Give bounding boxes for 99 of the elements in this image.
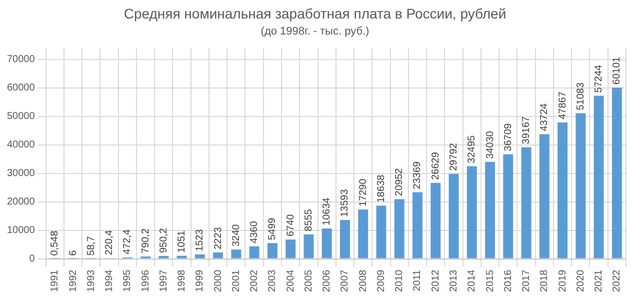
bar bbox=[231, 250, 242, 258]
data-label: 790,2 bbox=[140, 228, 152, 254]
data-label: 220,4 bbox=[104, 230, 116, 256]
y-tick-label: 0 bbox=[29, 254, 36, 265]
data-label: 51083 bbox=[575, 82, 586, 110]
chart-subtitle: (до 1998г. - тыс. руб.) bbox=[260, 25, 370, 38]
bar bbox=[213, 252, 224, 258]
data-label: 32495 bbox=[466, 134, 478, 164]
bar bbox=[612, 88, 622, 258]
x-tick-label: 2012 bbox=[430, 269, 442, 292]
x-tick-label: 2007 bbox=[340, 269, 351, 292]
x-tick-label: 2016 bbox=[502, 269, 514, 292]
bar bbox=[194, 254, 205, 258]
y-tick-label: 20000 bbox=[6, 196, 36, 208]
bar bbox=[521, 147, 532, 258]
data-label: 8555 bbox=[303, 208, 314, 232]
data-label: 6740 bbox=[285, 214, 296, 237]
data-label: 1523 bbox=[194, 228, 206, 252]
x-tick-label: 2018 bbox=[539, 269, 550, 292]
bar bbox=[430, 182, 441, 258]
bar bbox=[503, 154, 514, 258]
x-tick-label: 2009 bbox=[376, 269, 387, 292]
bar bbox=[358, 210, 368, 258]
bar bbox=[466, 166, 477, 258]
x-tick-label: 2004 bbox=[285, 269, 296, 292]
x-tick-label: 2013 bbox=[448, 269, 460, 292]
bar bbox=[340, 220, 350, 258]
bar bbox=[558, 122, 568, 258]
data-label: 57244 bbox=[594, 64, 605, 93]
data-label: 36709 bbox=[502, 122, 514, 152]
bar bbox=[322, 228, 332, 258]
bar bbox=[394, 199, 404, 258]
y-tick-label: 60000 bbox=[6, 82, 36, 94]
y-tick-label: 40000 bbox=[6, 140, 36, 151]
data-label: 5499 bbox=[267, 217, 278, 240]
x-tick-label: 2014 bbox=[466, 269, 478, 292]
data-label: 43724 bbox=[539, 102, 550, 132]
data-label: 0,548 bbox=[50, 230, 61, 256]
data-label: 20952 bbox=[394, 168, 406, 196]
x-tick-label: 1992 bbox=[68, 269, 79, 292]
data-label: 60101 bbox=[612, 56, 623, 85]
x-tick-label: 1991 bbox=[50, 269, 61, 292]
bar bbox=[576, 113, 586, 258]
x-tick-label: 1997 bbox=[158, 269, 170, 292]
data-label: 6 bbox=[68, 250, 79, 256]
y-tick-label: 50000 bbox=[6, 111, 36, 122]
chart-title: Средняя номинальная заработная плата в России, рублей bbox=[124, 5, 506, 22]
data-label: 1051 bbox=[176, 230, 188, 253]
bar bbox=[594, 96, 604, 258]
x-tick-label: 2011 bbox=[412, 269, 424, 292]
bar bbox=[448, 174, 459, 258]
bar bbox=[539, 134, 550, 258]
x-tick-label: 2017 bbox=[521, 269, 532, 292]
bar bbox=[286, 240, 296, 258]
x-tick-label: 1994 bbox=[104, 269, 116, 292]
x-tick-label: 2019 bbox=[557, 269, 568, 292]
x-tick-label: 2002 bbox=[249, 269, 260, 292]
x-tick-label: 2001 bbox=[230, 269, 242, 292]
data-label: 950,2 bbox=[158, 228, 170, 254]
data-label: 26629 bbox=[430, 152, 442, 180]
x-tick-label: 1999 bbox=[194, 269, 206, 292]
bar bbox=[376, 206, 386, 258]
data-label: 10634 bbox=[322, 197, 333, 226]
data-label: 3240 bbox=[230, 224, 242, 247]
bar bbox=[267, 243, 278, 258]
x-tick-label: 1995 bbox=[122, 269, 134, 292]
x-tick-label: 2005 bbox=[303, 269, 314, 292]
y-tick-label: 70000 bbox=[6, 54, 36, 66]
data-label: 39167 bbox=[521, 116, 532, 144]
x-tick-label: 2010 bbox=[394, 269, 406, 292]
x-tick-label: 2022 bbox=[612, 269, 623, 292]
x-tick-label: 2006 bbox=[322, 269, 333, 292]
bar bbox=[485, 162, 496, 258]
data-label: 4360 bbox=[249, 220, 260, 244]
x-tick-label: 1998 bbox=[176, 269, 188, 292]
data-label: 2223 bbox=[212, 226, 224, 250]
data-label: 472,4 bbox=[122, 228, 134, 254]
data-label: 34030 bbox=[484, 130, 496, 159]
data-label: 23369 bbox=[412, 160, 424, 190]
x-tick-label: 1996 bbox=[140, 269, 152, 292]
x-tick-label: 2008 bbox=[358, 269, 369, 292]
data-label: 13593 bbox=[340, 188, 351, 218]
bar bbox=[304, 234, 314, 258]
data-label: 58,7 bbox=[86, 236, 97, 256]
data-label: 47867 bbox=[557, 91, 568, 120]
x-tick-label: 2021 bbox=[594, 269, 605, 292]
x-tick-label: 1993 bbox=[86, 269, 97, 292]
data-label: 17290 bbox=[358, 178, 369, 207]
data-label: 29792 bbox=[448, 142, 460, 171]
bar bbox=[249, 246, 260, 258]
x-tick-label: 2015 bbox=[484, 269, 496, 292]
y-tick-label: 30000 bbox=[6, 168, 36, 180]
x-tick-label: 2003 bbox=[267, 269, 278, 292]
bar bbox=[412, 192, 422, 258]
y-tick-label: 10000 bbox=[6, 225, 36, 236]
x-tick-label: 2020 bbox=[575, 269, 586, 292]
bar bbox=[176, 256, 187, 258]
x-tick-label: 2000 bbox=[212, 269, 224, 292]
data-label: 18638 bbox=[376, 174, 387, 203]
